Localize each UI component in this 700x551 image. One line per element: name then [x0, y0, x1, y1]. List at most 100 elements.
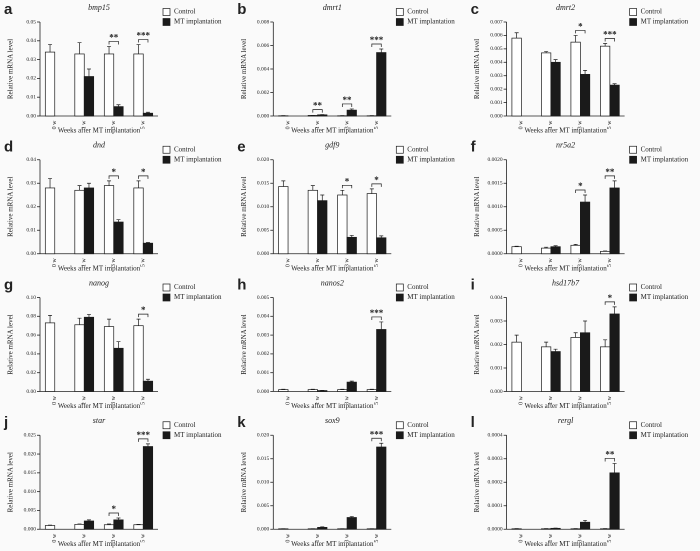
legend-swatch [629, 18, 637, 26]
chart-title: sox9 [325, 416, 340, 425]
error-bar [514, 32, 519, 39]
x-tick-label: 5 w [141, 120, 147, 130]
error-bar [86, 68, 91, 77]
error-bar [349, 516, 354, 518]
y-tick-label: 0.025 [24, 433, 37, 439]
y-tick-label: 0.00 [26, 389, 36, 395]
x-tick-label: 1 w [82, 120, 88, 130]
significance-bracket [138, 175, 149, 179]
x-axis-label: Weeks after MT implantation [58, 264, 141, 272]
legend-swatch [629, 431, 637, 440]
y-axis-label: Relative mRNA level [7, 177, 15, 237]
x-tick-label: 0 w [285, 395, 291, 405]
chart-title: bmp15 [88, 3, 110, 12]
y-tick-label: 0.020 [257, 433, 270, 439]
bar [83, 316, 95, 392]
bar [366, 389, 377, 392]
legend-swatch [395, 145, 404, 154]
legend-swatch [629, 145, 637, 154]
legend-swatch [395, 283, 404, 292]
y-tick-label: 0.001 [490, 100, 503, 106]
y-tick-label: 0.006 [490, 33, 503, 39]
legend-swatch [162, 145, 171, 154]
legend-swatch [395, 431, 404, 440]
x-tick-label: 5 w [607, 395, 613, 405]
y-axis-label: Relative mRNA level [240, 314, 248, 374]
error-bar [145, 242, 150, 244]
significance-bracket [341, 103, 353, 107]
chart-title: nanos2 [321, 278, 344, 287]
legend-swatch [162, 293, 171, 302]
bar [541, 52, 552, 117]
legend-label: Control [174, 283, 195, 291]
x-axis-label: Weeks after MT implantation [524, 402, 607, 410]
bar [317, 200, 328, 255]
bar [133, 524, 144, 530]
error-bar [340, 189, 345, 195]
bar [44, 525, 56, 530]
significance-label: ** [109, 33, 119, 43]
significance-bracket [604, 301, 615, 305]
legend-label: MT implantation [174, 18, 222, 26]
significance-label: * [112, 504, 117, 514]
error-bar [553, 245, 558, 247]
bar [74, 324, 85, 392]
error-bar [603, 339, 608, 347]
bar [376, 446, 387, 530]
error-bar [603, 43, 608, 47]
x-tick-label: 5 w [141, 395, 147, 405]
legend-swatch [162, 421, 171, 430]
panel-letter: a [4, 1, 13, 18]
error-bar [48, 44, 53, 53]
error-bar [77, 185, 82, 191]
x-tick-label: 1 w [548, 258, 554, 268]
error-bar [379, 442, 384, 447]
panel-letter: h [237, 276, 246, 293]
significance-bracket [341, 184, 353, 189]
legend-label: MT implantation [641, 431, 689, 439]
bar [570, 244, 581, 255]
y-tick-label: 0.004 [490, 295, 503, 301]
y-tick-label: 0.008 [257, 19, 270, 25]
y-axis-label: Relative mRNA level [7, 314, 15, 374]
x-tick-label: 5 w [374, 120, 380, 130]
bar [307, 389, 318, 392]
bar [83, 76, 95, 117]
bar [346, 109, 357, 117]
chart-title: gdf9 [325, 141, 339, 150]
y-tick-label: 0.005 [257, 503, 270, 509]
x-tick-label: 1 w [548, 395, 554, 405]
significance-bracket [371, 183, 382, 187]
y-tick-label: 0.04 [26, 38, 36, 44]
bar [600, 45, 611, 117]
y-tick-label: 0.04 [26, 157, 36, 163]
y-tick-label: 0.010 [257, 204, 270, 210]
x-tick-label: 1 w [315, 120, 321, 130]
legend-label: Control [174, 145, 195, 153]
legend-label: MT implantation [641, 293, 689, 301]
significance-bracket [371, 316, 382, 320]
y-tick-label: 0.0020 [487, 157, 502, 163]
significance-label: ** [343, 95, 353, 105]
x-axis-label: Weeks after MT implantation [291, 540, 374, 548]
bar [44, 51, 56, 117]
significance-label: * [578, 181, 583, 191]
panel-letter: i [471, 276, 475, 293]
x-tick-label: 5 w [607, 533, 613, 543]
y-axis-label: Relative mRNA level [473, 452, 481, 512]
y-tick-label: 0.010 [257, 480, 270, 486]
y-tick-label: 0.02 [26, 370, 36, 376]
x-tick-label: 0 w [285, 258, 291, 268]
panel-letter: j [3, 414, 8, 431]
y-tick-label: 0.05 [26, 19, 36, 25]
bar [337, 194, 348, 255]
bar [83, 520, 95, 530]
panel-letter: c [471, 1, 479, 18]
bar [103, 185, 115, 255]
legend-label: MT implantation [407, 293, 455, 301]
significance-label: * [578, 21, 583, 31]
bar [74, 53, 85, 117]
significance-bracket [604, 175, 615, 179]
panel-letter: e [237, 139, 245, 156]
error-bar [583, 519, 588, 523]
